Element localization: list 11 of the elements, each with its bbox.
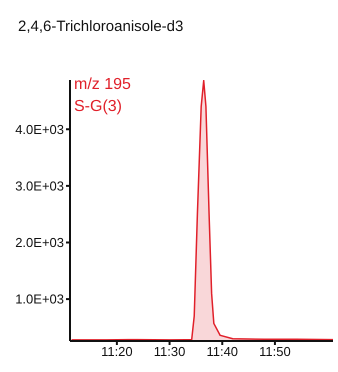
x-tick-label: 11:40 (206, 344, 238, 360)
x-tick-label: 11:50 (259, 344, 291, 360)
y-tick-label: 2.0E+03 (15, 235, 64, 250)
y-tick-label: 1.0E+03 (15, 292, 64, 307)
y-tick-label: 4.0E+03 (15, 122, 64, 137)
annotation: S-G(3) (74, 98, 122, 116)
y-tick-label: 3.0E+03 (15, 178, 64, 194)
x-tick-label: 11:30 (154, 344, 186, 360)
chart-title: 2,4,6-Trichloroanisole-d3 (18, 18, 184, 35)
x-tick-label: 11:20 (101, 344, 133, 360)
annotation: m/z 195 (74, 76, 131, 94)
